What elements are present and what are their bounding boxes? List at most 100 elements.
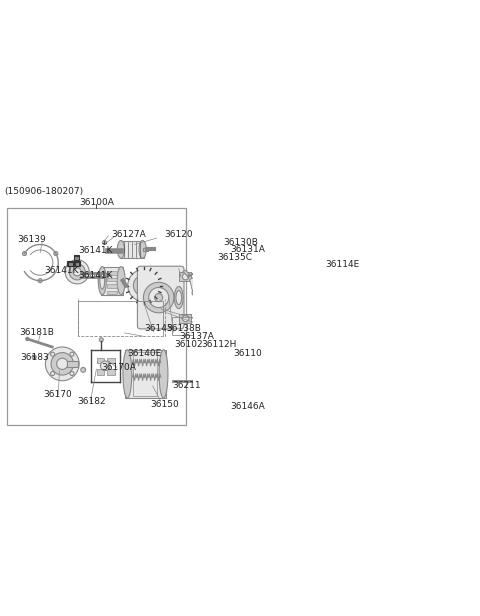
Circle shape [26,338,29,341]
Bar [107,291,117,294]
Circle shape [182,315,189,322]
Bar [238,376,248,378]
Text: 36141K: 36141K [78,246,113,255]
Ellipse shape [117,267,125,294]
FancyBboxPatch shape [137,266,184,329]
Bar [69,262,72,265]
Text: 36141K: 36141K [44,266,79,275]
Circle shape [182,274,189,280]
Circle shape [200,267,204,270]
Bar [238,365,248,367]
Text: 36183: 36183 [20,352,49,362]
Ellipse shape [176,291,181,304]
Circle shape [32,355,36,359]
Ellipse shape [174,286,183,309]
Text: 36140E: 36140E [128,349,162,359]
Polygon shape [183,270,190,275]
Circle shape [177,298,180,302]
Circle shape [70,371,74,376]
Circle shape [138,280,149,291]
Text: 36170: 36170 [43,391,72,399]
Bar [179,272,191,282]
Bar [213,248,234,267]
Text: 36114E: 36114E [325,260,360,269]
Text: 36131A: 36131A [230,245,264,254]
Circle shape [23,251,26,256]
Bar [209,363,249,399]
Ellipse shape [159,350,168,398]
Bar [97,358,105,363]
Bar [125,350,166,398]
Ellipse shape [207,363,214,399]
Bar [172,317,199,335]
Circle shape [99,338,103,342]
Text: 36112H: 36112H [202,341,237,349]
Circle shape [70,352,74,356]
Bar [238,368,248,370]
Bar [107,358,115,363]
Circle shape [51,352,73,375]
Bar [238,393,248,395]
Circle shape [50,352,55,356]
Text: 36146A: 36146A [230,402,264,411]
Circle shape [38,278,42,283]
Circle shape [69,264,85,280]
Ellipse shape [100,272,105,289]
Circle shape [192,290,198,296]
Bar [238,387,248,389]
Text: 36135C: 36135C [217,253,252,262]
Bar [238,384,248,386]
Circle shape [133,275,154,296]
Text: 36150: 36150 [151,400,180,408]
Circle shape [54,251,58,256]
Bar [238,390,248,392]
Text: 36127A: 36127A [112,230,146,239]
Circle shape [73,268,81,276]
Bar [97,369,105,375]
Bar [67,361,78,367]
Text: 36170A: 36170A [101,363,136,372]
Circle shape [65,260,89,284]
Ellipse shape [244,363,251,399]
Bar [74,261,80,266]
Circle shape [149,288,169,307]
Text: 36100A: 36100A [79,198,114,207]
Circle shape [100,361,110,371]
Bar [107,285,117,288]
Bar [179,314,191,323]
Text: 36120: 36120 [165,230,193,238]
Bar [238,379,248,381]
Circle shape [164,294,170,299]
Circle shape [166,296,168,298]
Bar [75,262,78,265]
Circle shape [46,347,79,381]
Ellipse shape [123,350,132,398]
Text: 36130B: 36130B [223,238,258,247]
Bar [107,278,117,281]
Circle shape [144,282,174,313]
Ellipse shape [139,240,146,258]
Ellipse shape [98,267,106,294]
Ellipse shape [117,240,124,258]
Circle shape [193,379,197,383]
Text: 36182: 36182 [77,397,106,406]
Circle shape [196,286,201,290]
Circle shape [128,269,160,302]
Polygon shape [190,277,204,299]
Circle shape [57,359,68,370]
Bar [68,261,73,266]
Circle shape [155,294,163,302]
Bar [120,240,144,258]
Text: 36110: 36110 [233,349,262,359]
Bar [213,246,235,267]
Text: 36138B: 36138B [167,325,202,333]
Circle shape [81,368,85,372]
Bar [107,272,117,275]
Circle shape [162,292,172,302]
Text: (150906-180207): (150906-180207) [4,187,83,196]
Bar [238,373,248,375]
Bar [73,256,79,260]
Bar [238,370,248,372]
Text: 36141K: 36141K [78,272,113,280]
Text: 36137A: 36137A [179,333,214,341]
